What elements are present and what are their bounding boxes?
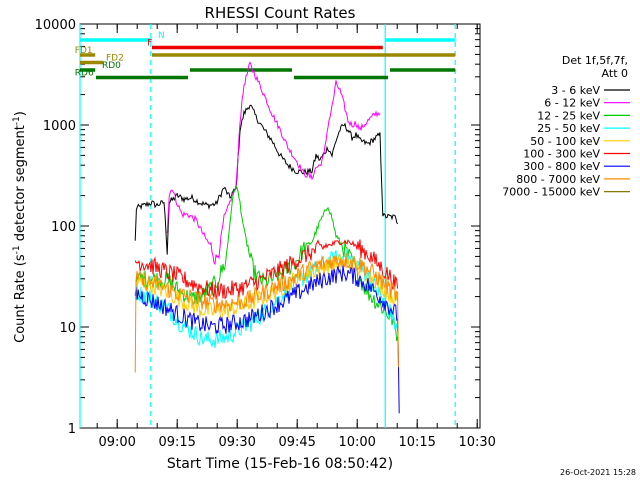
legend-label: 800 - 7000 keV bbox=[516, 173, 600, 186]
y-tick-label: 10 bbox=[59, 321, 76, 336]
y-tick-label: 1 bbox=[68, 422, 76, 437]
x-tick-label: 09:00 bbox=[98, 435, 135, 450]
footer-timestamp: 26-Oct-2021 15:28 bbox=[560, 468, 636, 477]
flag-label-fd2: FD2 bbox=[106, 54, 124, 64]
x-tick-label: 10:15 bbox=[398, 435, 435, 450]
legend-label: 25 - 50 keV bbox=[537, 122, 600, 135]
y-axis-label: Count Rate (s-1 detector segment-1) bbox=[12, 111, 28, 343]
flag-label-rd6: RD6 bbox=[75, 69, 94, 79]
x-tick-label: 10:00 bbox=[338, 435, 375, 450]
series-line-300-800-kev bbox=[134, 265, 400, 414]
y-axis-label-end: ) bbox=[13, 111, 28, 116]
flag-label-n: N bbox=[158, 31, 165, 41]
legend-label: 3 - 6 keV bbox=[551, 84, 600, 97]
x-tick-label: 09:15 bbox=[158, 435, 195, 450]
series-line-6-12-kev bbox=[166, 61, 381, 266]
y-axis-label-sup1: -1 bbox=[12, 245, 22, 254]
flag-label-f: F bbox=[147, 39, 152, 49]
y-tick-label: 1000 bbox=[43, 119, 76, 134]
flag-label-rd0: RD0 bbox=[102, 61, 121, 71]
x-tick-label: 10:30 bbox=[458, 435, 495, 450]
chart-title: RHESSI Count Rates bbox=[205, 4, 356, 22]
y-tick-label: 100 bbox=[51, 220, 76, 235]
legend-header-line-2: Att 0 bbox=[602, 67, 628, 80]
flag-label-fd1: FD1 bbox=[75, 46, 93, 56]
legend-label: 50 - 100 keV bbox=[530, 135, 600, 148]
legend-header-line-1: Det 1f,5f,7f, bbox=[562, 54, 628, 67]
plot-area: 1 10 100 1000 10000 09:00 09:15 09:30 09:45 10:00… bbox=[35, 18, 496, 450]
y-axis-label-mid: detector segment bbox=[13, 125, 28, 245]
y-axis-label-main: Count Rate (s bbox=[13, 254, 28, 343]
legend-label: 100 - 300 keV bbox=[523, 148, 600, 161]
y-axis-label-sup2: -1 bbox=[12, 116, 22, 125]
legend-label: 300 - 800 keV bbox=[523, 160, 600, 173]
legend-label: 7000 - 15000 keV bbox=[502, 186, 600, 199]
y-tick-label: 10000 bbox=[35, 18, 76, 33]
series-line-100-300-kev bbox=[134, 239, 399, 300]
series-line-800-7000-kev bbox=[134, 252, 399, 373]
x-tick-label: 09:45 bbox=[278, 435, 315, 450]
x-tick-label: 09:30 bbox=[218, 435, 255, 450]
legend-label: 6 - 12 keV bbox=[544, 97, 600, 110]
legend-label: 12 - 25 keV bbox=[537, 109, 600, 122]
series-line-3-6-kev bbox=[134, 104, 399, 255]
x-axis-label: Start Time (15-Feb-16 08:50:42) bbox=[167, 456, 393, 472]
